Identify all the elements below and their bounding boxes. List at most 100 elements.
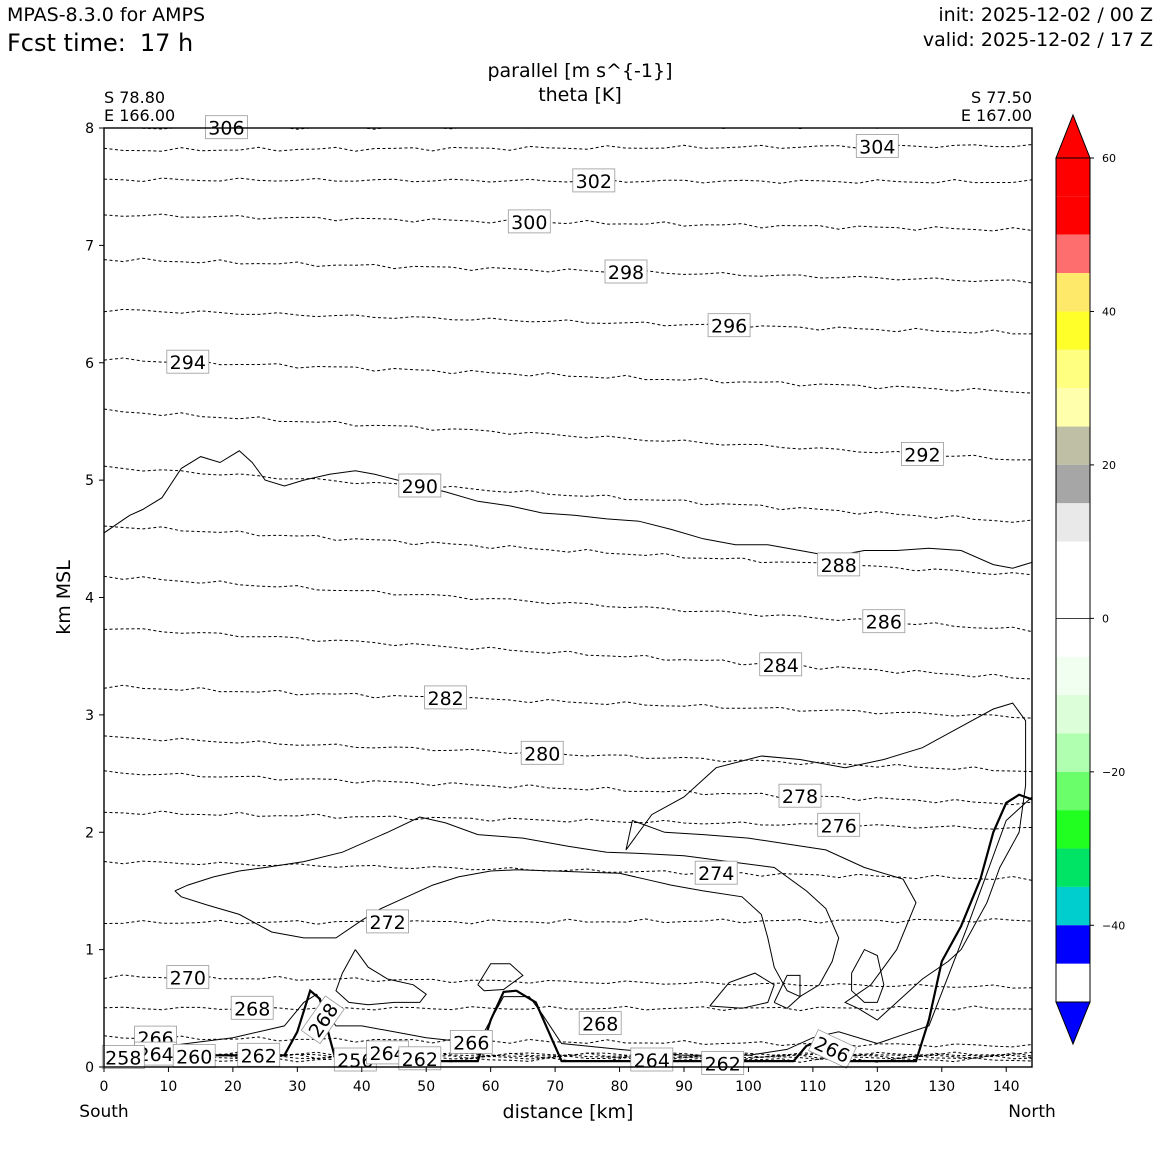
colorbar-bin-2 — [1056, 196, 1090, 235]
theta-contour-298 — [104, 257, 1032, 284]
theta-label-extra-6-box — [630, 1047, 674, 1072]
theta-label-258-box — [101, 1045, 145, 1069]
axes-layer: 0 10 20 30 40 50 60 70 80 90 100 110 120 130 140 0 1 2 3 4 5… — [53, 121, 1056, 1123]
colorbar-frame — [1055, 157, 1091, 1003]
plot-title-theta: theta [K] — [538, 84, 622, 106]
theta-label-extra-3-box — [449, 1030, 493, 1054]
y-tick-label-8: 8 — [85, 121, 94, 137]
forecast-time-value: 17 h — [139, 29, 194, 57]
right-latitude: S 77.50 — [970, 88, 1032, 107]
contour-label-layer: 3063043023002982962942922902882862842822… — [101, 115, 944, 1076]
theta-label-extra-6: 264 — [634, 1050, 670, 1072]
colorbar-bin-20 — [1056, 886, 1090, 926]
theta-contour-278 — [104, 770, 1032, 806]
theta-label-262-group: 262 — [237, 1042, 281, 1067]
x-tick-label-0: 0 — [100, 1079, 109, 1095]
theta-label-294-group: 294 — [166, 349, 210, 374]
theta-contour-270 — [104, 974, 1032, 989]
theta-label-296: 296 — [711, 316, 747, 338]
theta-label-extra-8-group: 262 — [701, 1051, 745, 1076]
theta-label-extra-2-box — [578, 1011, 622, 1035]
colorbar-tick-label-2: 40 — [1102, 305, 1116, 318]
y-axis-label: km MSL — [53, 560, 75, 635]
x-axis-label: distance [km] — [503, 1101, 634, 1123]
south-label: South — [79, 1102, 128, 1122]
theta-label-284-box — [759, 652, 803, 677]
left-endpoint: S 78.80 E 166.00 — [104, 89, 175, 125]
x-tick-label-10: 10 — [160, 1079, 178, 1095]
theta-label-296-box — [707, 313, 751, 338]
wind-contour-9 — [104, 796, 1032, 1056]
wind-contour-1 — [104, 450, 1032, 569]
theta-label-292-box — [901, 441, 944, 466]
theta-label-276-group: 276 — [817, 812, 861, 837]
colorbar-bin-3 — [1056, 234, 1090, 274]
theta-label-extra-6-group: 264 — [630, 1047, 674, 1072]
colorbar-bin-11 — [1056, 541, 1090, 580]
terrain-line — [104, 793, 1032, 1063]
theta-label-292: 292 — [904, 444, 940, 466]
theta-label-extra-4-box — [807, 1029, 857, 1069]
colorbar-extend-min — [1055, 1001, 1091, 1046]
theta-contour-292 — [104, 408, 1032, 461]
valid-time: valid: 2025-12-02 / 17 Z — [922, 29, 1153, 51]
contour-layer — [104, 128, 1032, 1063]
x-tick-label-130: 130 — [928, 1079, 955, 1095]
theta-label-298-group: 298 — [604, 259, 648, 284]
theta-label-extra-2-group: 268 — [578, 1011, 622, 1036]
theta-label-288-box — [817, 552, 861, 577]
theta-label-258: 258 — [105, 1048, 141, 1070]
theta-label-286-box — [862, 609, 906, 634]
theta-label-extra-8: 262 — [705, 1054, 741, 1076]
theta-contour-282 — [104, 684, 1032, 719]
x-tick-label-60: 60 — [482, 1079, 500, 1095]
x-tick-label-70: 70 — [546, 1079, 564, 1095]
plot-frame — [103, 127, 1033, 1068]
wind-contour-2 — [174, 816, 840, 998]
theta-label-extra-4-group: 266 — [807, 1029, 857, 1069]
forecast-time-label: Fcst time: — [7, 29, 126, 57]
colorbar-bin-4 — [1056, 273, 1090, 312]
theta-label-274-group: 274 — [694, 860, 738, 885]
wind-contour-5 — [477, 963, 524, 992]
wind-contour-8 — [773, 974, 801, 1009]
theta-label-282-box — [424, 685, 468, 710]
x-tick-label-110: 110 — [800, 1079, 827, 1095]
theta-label-294: 294 — [170, 352, 206, 374]
model-name: MPAS-8.3.0 for AMPS — [7, 4, 206, 26]
theta-label-304-box — [855, 133, 899, 158]
theta-label-290-group: 290 — [398, 473, 442, 498]
x-tick-label-20: 20 — [224, 1079, 242, 1095]
y-tick-label-1: 1 — [85, 943, 94, 959]
colorbar-bin-12 — [1056, 580, 1090, 619]
y-tick-label-4: 4 — [85, 591, 94, 607]
x-tick-label-90: 90 — [675, 1079, 693, 1095]
x-tick-label-120: 120 — [864, 1079, 891, 1095]
theta-contour-302 — [104, 177, 1032, 184]
theta-contour-300 — [104, 213, 1032, 232]
wind-contour-7 — [851, 948, 885, 1003]
colorbar-bin-15 — [1056, 695, 1090, 734]
theta-label-extra-7-group: 262 — [398, 1046, 442, 1071]
theta-label-280: 280 — [524, 743, 560, 765]
theta-label-300: 300 — [511, 212, 547, 234]
theta-label-282: 282 — [427, 688, 463, 710]
left-longitude: E 166.00 — [104, 106, 176, 125]
theta-label-286: 286 — [866, 612, 902, 634]
right-endpoint: S 77.50 E 167.00 — [961, 89, 1032, 125]
x-tick-label-140: 140 — [993, 1079, 1020, 1095]
colorbar-bin-10 — [1056, 503, 1090, 542]
theta-label-260-group: 260 — [172, 1044, 216, 1068]
theta-label-260: 260 — [176, 1046, 212, 1068]
theta-label-extra-5: 264 — [369, 1043, 405, 1065]
y-tick-label-0: 0 — [85, 1060, 94, 1076]
theta-label-280-group: 280 — [520, 740, 564, 765]
theta-label-272-box — [366, 909, 410, 934]
colorbar-bin-18 — [1056, 810, 1090, 849]
colorbar-tick-label-6: −40 — [1102, 919, 1125, 932]
x-tick-label-30: 30 — [288, 1079, 306, 1095]
theta-label-264: 264 — [137, 1044, 173, 1066]
theta-label-278-box — [778, 783, 822, 808]
theta-label-306-box — [204, 115, 248, 140]
colorbar-tick-label-5: −20 — [1102, 766, 1125, 779]
